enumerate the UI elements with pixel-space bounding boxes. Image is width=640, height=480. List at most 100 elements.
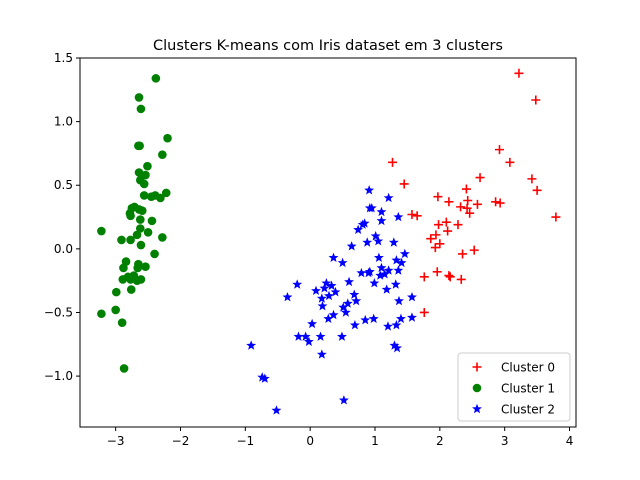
legend-box [457,352,571,422]
data-point-cluster-2 [319,283,330,293]
data-point-cluster-2 [362,237,373,247]
data-point-cluster-0 [445,272,455,282]
data-point-cluster-2 [364,266,375,276]
data-point-cluster-2 [383,192,394,203]
data-point-cluster-2 [349,320,360,330]
data-point-cluster-0 [456,202,466,212]
data-point-cluster-0 [426,234,436,244]
data-point-cluster-1 [117,235,126,245]
data-point-cluster-2 [282,292,293,302]
legend-marker-cluster-0 [472,362,482,372]
data-point-cluster-2 [246,340,257,350]
data-point-cluster-2 [326,280,337,290]
data-point-cluster-2 [394,295,404,306]
data-point-cluster-1 [137,206,147,215]
y-tick-label: −0.5 [44,305,73,319]
data-point-cluster-1 [151,74,161,83]
data-point-cluster-2 [336,331,347,341]
data-point-cluster-2 [337,257,348,268]
data-point-cluster-1 [117,318,127,327]
data-point-cluster-2 [328,252,339,262]
data-point-cluster-1 [126,235,135,245]
data-point-cluster-2 [379,269,390,279]
plot-area: −3 −2 −1 0 1 2 3 4 −1.0 −0.5 0.0 0.5 1.0 1.5 [44,51,573,448]
data-point-cluster-2 [328,309,339,320]
data-point-cluster-0 [419,272,429,282]
data-point-cluster-2 [321,278,332,288]
data-point-cluster-2 [357,219,368,229]
data-point-cluster-1 [163,133,172,143]
data-point-cluster-1 [111,305,120,315]
data-point-cluster-0 [514,68,524,78]
data-point-cluster-0 [434,220,444,230]
data-point-cluster-1 [135,224,145,233]
data-point-cluster-0 [444,271,454,281]
data-point-cluster-2 [315,331,326,341]
data-point-cluster-0 [461,184,471,194]
data-point-cluster-0 [469,245,479,255]
x-tick-label: 2 [436,434,444,448]
data-point-cluster-2 [407,292,417,302]
data-point-cluster-2 [344,276,355,287]
data-point-cluster-2 [391,320,402,330]
data-point-cluster-2 [353,224,364,234]
data-point-cluster-1 [119,364,129,373]
data-point-cluster-2 [300,331,311,341]
data-point-cluster-1 [134,93,144,102]
data-point-cluster-2 [376,215,387,226]
data-point-cluster-2 [292,279,303,289]
data-point-cluster-2 [342,298,353,308]
data-point-cluster-2 [351,295,362,306]
data-point-cluster-0 [430,243,440,253]
axes-frame [79,57,577,428]
legend-marker-cluster-1 [472,383,482,393]
data-point-cluster-2 [324,290,334,301]
y-tick-label: 1.5 [54,51,73,65]
data-point-cluster-1 [143,228,153,237]
y-tick-label: 1.0 [54,115,73,129]
data-point-cluster-0 [432,267,442,277]
x-tick-label: 4 [566,434,574,448]
data-point-cluster-1 [134,168,144,177]
data-point-cluster-2 [303,336,314,346]
data-point-cluster-0 [491,197,501,207]
data-point-cluster-2 [396,313,406,324]
data-point-cluster-2 [373,236,384,246]
data-point-cluster-1 [141,262,150,271]
data-point-cluster-2 [369,278,380,288]
data-point-cluster-1 [136,104,146,114]
data-point-cluster-0 [465,208,475,218]
data-point-cluster-0 [458,249,468,259]
data-point-cluster-0 [441,217,451,227]
data-point-cluster-0 [463,196,473,206]
data-point-cluster-2 [346,241,357,251]
legend-label-cluster-2: Cluster 2 [501,403,555,417]
y-tick-label: 0.0 [54,242,73,256]
data-point-cluster-2 [370,230,381,241]
data-point-cluster-1 [134,141,143,151]
data-point-cluster-2 [389,340,400,350]
data-point-cluster-1 [126,285,136,294]
data-point-cluster-2 [390,279,401,289]
x-tick-label: 3 [501,434,509,448]
data-point-cluster-2 [338,302,349,312]
y-tick-label: −1.0 [44,369,73,383]
data-point-cluster-2 [317,300,328,311]
data-point-cluster-1 [158,150,167,160]
data-point-cluster-0 [399,179,409,189]
data-point-cluster-1 [147,216,157,226]
data-point-cluster-1 [112,287,121,297]
data-point-cluster-2 [349,289,360,299]
data-point-cluster-1 [139,179,149,189]
chart-title: Clusters K-means com Iris dataset em 3 c… [153,38,503,54]
data-point-cluster-0 [532,185,542,195]
data-point-cluster-2 [366,202,377,213]
data-point-cluster-0 [495,198,505,208]
data-point-cluster-0 [433,192,443,202]
data-point-cluster-2 [376,262,387,273]
data-point-cluster-1 [119,263,128,273]
y-tick-label: 0.5 [54,178,73,192]
data-point-cluster-1 [143,161,152,171]
data-point-cluster-2 [391,255,402,265]
